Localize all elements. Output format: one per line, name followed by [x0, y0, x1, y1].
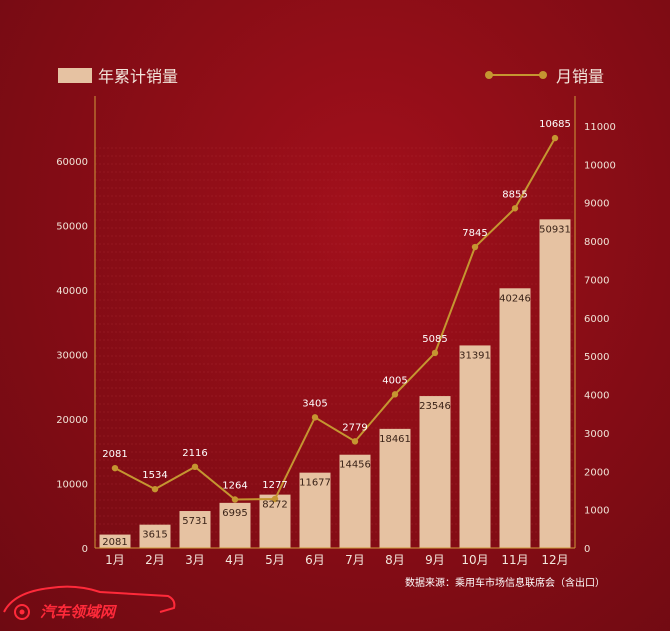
- line-point: [471, 243, 479, 251]
- bar: [219, 502, 251, 548]
- monthly-sales-line: [114, 137, 556, 501]
- legend-bar-swatch: [58, 68, 92, 83]
- line-point: [351, 438, 359, 445]
- bar-value-label: 40246: [499, 293, 531, 304]
- x-axis-tick: 6月: [305, 553, 325, 567]
- x-axis-tick: 11月: [501, 553, 528, 567]
- line-point: [271, 495, 279, 503]
- right-axis-tick: 2000: [584, 467, 609, 478]
- x-axis-tick: 5月: [265, 553, 285, 567]
- axes: [94, 96, 576, 549]
- right-axis-tick: 1000: [584, 506, 609, 517]
- line-point: [511, 205, 519, 212]
- logo-text: 汽车领域网: [40, 603, 118, 621]
- bar: [339, 454, 371, 548]
- right-axis-tick: 6000: [584, 314, 609, 325]
- left-axis-tick: 40000: [56, 286, 88, 297]
- bar: [499, 288, 531, 548]
- left-axis-tick: 50000: [56, 221, 88, 232]
- x-axis-tick: 7月: [345, 553, 365, 567]
- logo: 汽车领域网: [3, 585, 176, 621]
- car-silhouette-icon: [3, 585, 176, 613]
- x-axis-tick: 10月: [461, 553, 488, 567]
- x-axis-tick: 2月: [145, 553, 165, 567]
- line-value-label: 10685: [539, 119, 571, 130]
- bar-value-label: 5731: [182, 516, 207, 527]
- legend-line-label: 月销量: [556, 67, 604, 86]
- right-axis-tick: 0: [584, 544, 590, 555]
- tick-labels: 0 10000 20000 30000 40000 50000 60000 0 1000 2000…: [56, 122, 616, 567]
- wheel-hub-icon: [19, 609, 25, 615]
- data-labels: 2081 3615 5731 6995 8272 11677 14456 18461 23546…: [102, 119, 571, 548]
- bar: [139, 524, 171, 548]
- line-value-label: 1264: [222, 481, 247, 492]
- source-note: 数据来源：乘用车市场信息联席会（含出口）: [405, 576, 605, 589]
- right-axis-tick: 5000: [584, 352, 609, 363]
- legend-line-marker-left: [485, 71, 493, 79]
- line-value-label: 2779: [342, 422, 367, 433]
- bar-value-label: 18461: [379, 434, 411, 445]
- right-axis-tick: 3000: [584, 429, 609, 440]
- gridlines: [95, 147, 575, 541]
- bar-value-label: 14456: [339, 460, 371, 471]
- x-axis-tick: 12月: [541, 553, 568, 567]
- left-axis-tick: 10000: [56, 479, 88, 490]
- right-axis-tick: 10000: [584, 160, 616, 171]
- bar: [459, 345, 491, 548]
- bar: [419, 396, 451, 548]
- bar: [179, 511, 211, 548]
- line-value-label: 1534: [142, 470, 167, 481]
- bar-value-label: 2081: [102, 537, 127, 548]
- line-point: [311, 414, 319, 421]
- line-value-label: 1277: [262, 480, 287, 491]
- line-value-label: 3405: [302, 398, 327, 409]
- bar-series: [99, 219, 571, 549]
- line-point: [551, 134, 559, 142]
- line-value-label: 2116: [182, 448, 207, 459]
- bar: [99, 534, 131, 548]
- left-axis-tick: 20000: [56, 415, 88, 426]
- bar-value-label: 50931: [539, 224, 571, 235]
- bar: [299, 472, 331, 548]
- legend-line-marker-right: [539, 71, 547, 79]
- right-axis-tick: 11000: [584, 122, 616, 133]
- line-value-label: 7845: [462, 228, 487, 239]
- bar-value-label: 31391: [459, 350, 491, 361]
- x-axis-tick: 9月: [425, 553, 445, 567]
- bar: [259, 494, 291, 548]
- line-point: [231, 496, 239, 503]
- right-axis-tick: 7000: [584, 275, 609, 286]
- bar-value-label: 11677: [299, 478, 331, 489]
- x-axis-tick: 4月: [225, 553, 245, 567]
- right-axis-tick: 4000: [584, 391, 609, 402]
- x-axis-tick: 3月: [185, 553, 205, 567]
- line-point: [431, 349, 439, 357]
- right-axis-tick: 8000: [584, 237, 609, 248]
- wheel-icon: [14, 604, 30, 620]
- bar: [539, 219, 571, 549]
- legend-bar-label: 年累计销量: [98, 67, 178, 86]
- bar-value-label: 23546: [419, 401, 451, 412]
- line-point: [391, 391, 399, 398]
- line-point: [151, 485, 159, 493]
- bar-value-label: 8272: [262, 500, 287, 511]
- left-axis-tick: 30000: [56, 350, 88, 361]
- bar: [379, 428, 411, 548]
- right-axis-tick: 9000: [584, 199, 609, 210]
- line-point: [111, 464, 119, 472]
- legend: 年累计销量 月销量: [58, 67, 604, 86]
- line-series: [111, 134, 559, 503]
- x-axis-tick: 1月: [105, 553, 125, 567]
- line-value-label: 5085: [422, 334, 447, 345]
- left-axis-tick: 0: [82, 544, 88, 555]
- line-value-label: 2081: [102, 449, 127, 460]
- bar-value-label: 3615: [142, 530, 167, 541]
- line-point: [191, 463, 199, 471]
- line-value-label: 4005: [382, 375, 407, 386]
- x-axis-tick: 8月: [385, 553, 405, 567]
- bar-value-label: 6995: [222, 508, 247, 519]
- left-axis-tick: 60000: [56, 157, 88, 168]
- line-value-label: 8855: [502, 189, 527, 200]
